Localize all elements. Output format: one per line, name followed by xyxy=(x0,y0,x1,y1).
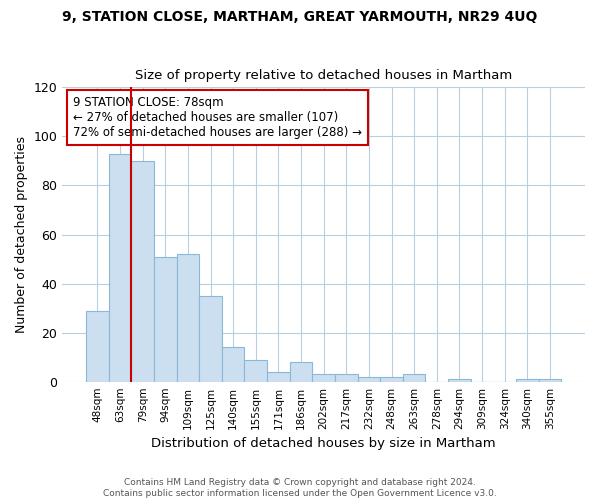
Bar xyxy=(267,372,290,382)
Bar xyxy=(358,377,380,382)
Text: Contains HM Land Registry data © Crown copyright and database right 2024.
Contai: Contains HM Land Registry data © Crown c… xyxy=(103,478,497,498)
Bar xyxy=(290,362,313,382)
Text: 9 STATION CLOSE: 78sqm
← 27% of detached houses are smaller (107)
72% of semi-de: 9 STATION CLOSE: 78sqm ← 27% of detached… xyxy=(73,96,362,139)
X-axis label: Distribution of detached houses by size in Martham: Distribution of detached houses by size … xyxy=(151,437,496,450)
Bar xyxy=(176,254,199,382)
Bar xyxy=(380,377,403,382)
Bar xyxy=(154,256,176,382)
Bar xyxy=(403,374,425,382)
Bar xyxy=(313,374,335,382)
Bar xyxy=(539,379,561,382)
Y-axis label: Number of detached properties: Number of detached properties xyxy=(15,136,28,333)
Bar xyxy=(109,154,131,382)
Bar xyxy=(199,296,222,382)
Text: 9, STATION CLOSE, MARTHAM, GREAT YARMOUTH, NR29 4UQ: 9, STATION CLOSE, MARTHAM, GREAT YARMOUT… xyxy=(62,10,538,24)
Bar xyxy=(448,379,471,382)
Title: Size of property relative to detached houses in Martham: Size of property relative to detached ho… xyxy=(135,69,512,82)
Bar xyxy=(131,161,154,382)
Bar xyxy=(222,348,244,382)
Bar xyxy=(516,379,539,382)
Bar xyxy=(335,374,358,382)
Bar xyxy=(244,360,267,382)
Bar xyxy=(86,310,109,382)
